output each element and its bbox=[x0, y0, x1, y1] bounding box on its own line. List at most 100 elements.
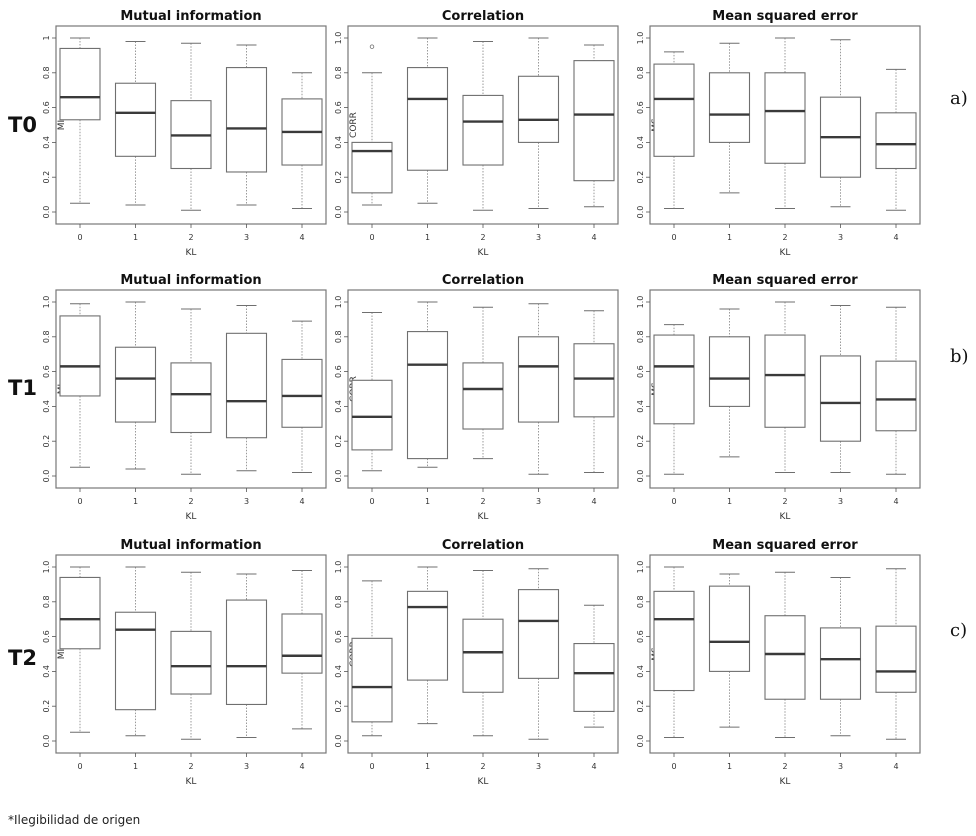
x-tick-label: 1 bbox=[425, 233, 430, 242]
box-kl-0 bbox=[653, 566, 695, 739]
x-tick-label: 0 bbox=[671, 233, 676, 242]
box-kl-3 bbox=[819, 39, 862, 208]
x-axis-label: KL bbox=[478, 512, 489, 522]
box-iqr bbox=[875, 360, 917, 432]
box-iqr bbox=[281, 613, 323, 674]
box-iqr bbox=[59, 47, 101, 121]
box-iqr bbox=[573, 343, 615, 418]
y-tick-label: 0.8 bbox=[636, 595, 645, 608]
box-kl-1 bbox=[406, 301, 449, 468]
box-iqr bbox=[59, 576, 101, 650]
box-iqr bbox=[170, 362, 212, 434]
x-tick-label: 4 bbox=[591, 497, 596, 506]
x-tick-label: 4 bbox=[299, 762, 304, 771]
x-tick-label: 4 bbox=[299, 233, 304, 242]
box-kl-2 bbox=[170, 571, 212, 740]
box-kl-3 bbox=[517, 568, 560, 740]
y-tick-label: 0.4 bbox=[334, 665, 343, 678]
y-tick-label: 0.8 bbox=[42, 66, 51, 79]
y-tick-label: 0.4 bbox=[636, 136, 645, 149]
x-tick-label: 0 bbox=[671, 497, 676, 506]
x-tick-label: 2 bbox=[480, 233, 485, 242]
x-axis-label: KL bbox=[478, 248, 489, 258]
x-tick-label: 3 bbox=[536, 497, 541, 506]
box-plot: Mutual information 0.0 0.2 0.4 0.6 0.8 1 MI 0 1 2 3… bbox=[42, 9, 327, 258]
box-kl-0 bbox=[653, 51, 695, 210]
box-iqr bbox=[573, 643, 615, 712]
box-iqr bbox=[653, 63, 695, 157]
chart-title: Mean squared error bbox=[712, 273, 858, 288]
box-kl-4 bbox=[573, 604, 615, 728]
y-tick-label: 0.2 bbox=[636, 700, 645, 713]
y-tick-label: 0.6 bbox=[636, 630, 645, 643]
y-tick-label: 0.0 bbox=[636, 470, 645, 483]
y-tick-label: 0.0 bbox=[42, 470, 51, 483]
x-tick-label: 1 bbox=[727, 497, 732, 506]
box-iqr bbox=[819, 627, 862, 700]
x-axis-label: KL bbox=[186, 512, 197, 522]
row-label-t2: T2 bbox=[8, 646, 37, 670]
y-tick-label: 0.4 bbox=[42, 400, 51, 413]
y-tick-label: 0.6 bbox=[636, 365, 645, 378]
y-tick-label: 0.2 bbox=[636, 435, 645, 448]
x-axis-label: KL bbox=[186, 248, 197, 258]
y-tick-label: 0.8 bbox=[334, 66, 343, 79]
row-tag-c: c) bbox=[950, 620, 968, 641]
row-label-t0: T0 bbox=[8, 113, 37, 137]
x-tick-label: 3 bbox=[536, 233, 541, 242]
box-iqr bbox=[708, 336, 751, 407]
y-tick-label: 0.6 bbox=[334, 101, 343, 114]
box-kl-4 bbox=[875, 306, 917, 475]
box-kl-4 bbox=[573, 44, 615, 208]
y-tick-label: 0.8 bbox=[334, 330, 343, 343]
box-kl-1 bbox=[708, 308, 751, 458]
x-tick-label: 0 bbox=[77, 233, 82, 242]
box-iqr bbox=[517, 75, 560, 143]
y-tick-label: 0.4 bbox=[334, 400, 343, 413]
box-plot: Mutual information 0.0 0.2 0.4 0.6 0.8 1.0 MI 0 1… bbox=[42, 538, 327, 787]
box-kl-4 bbox=[875, 68, 917, 211]
box-iqr bbox=[764, 334, 806, 428]
y-tick-label: 0.2 bbox=[334, 700, 343, 713]
box-iqr bbox=[281, 358, 323, 428]
y-tick-label: 0.8 bbox=[636, 66, 645, 79]
x-tick-label: 2 bbox=[480, 762, 485, 771]
box-kl-0 bbox=[59, 566, 101, 733]
y-tick-label: 0.8 bbox=[636, 330, 645, 343]
y-tick-label: 0.8 bbox=[42, 330, 51, 343]
box-kl-3 bbox=[225, 304, 268, 472]
x-tick-label: 1 bbox=[727, 233, 732, 242]
box-iqr bbox=[351, 637, 393, 723]
y-tick-label: 1.0 bbox=[334, 561, 343, 574]
box-iqr bbox=[225, 67, 268, 173]
x-tick-label: 4 bbox=[591, 233, 596, 242]
box-kl-4 bbox=[281, 72, 323, 210]
box-kl-2 bbox=[764, 37, 806, 210]
x-tick-label: 0 bbox=[671, 762, 676, 771]
y-tick-label: 0.4 bbox=[636, 400, 645, 413]
box-kl-0 bbox=[59, 303, 101, 468]
chart-title: Mutual information bbox=[120, 273, 261, 288]
x-tick-label: 1 bbox=[133, 497, 138, 506]
chart-title: Correlation bbox=[442, 538, 524, 553]
y-tick-label: 0.2 bbox=[42, 435, 51, 448]
box-kl-2 bbox=[462, 569, 504, 737]
box-kl-4 bbox=[281, 320, 323, 474]
y-tick-label: 0.2 bbox=[334, 171, 343, 184]
box-kl-0 bbox=[59, 37, 101, 204]
box-iqr bbox=[114, 611, 157, 711]
x-tick-label: 0 bbox=[77, 762, 82, 771]
box-plot: Mean squared error0.00.20.40.60.81.0MS01… bbox=[636, 538, 921, 787]
box-iqr bbox=[653, 590, 695, 692]
box-iqr bbox=[406, 331, 449, 460]
y-tick-label: 1 bbox=[42, 35, 51, 40]
y-tick-label: 0.4 bbox=[42, 136, 51, 149]
y-tick-label: 1.0 bbox=[42, 561, 51, 574]
chart-panel-t0-mi: Mutual information 0.0 0.2 0.4 0.6 0.8 1 MI 0 1 2 3… bbox=[42, 4, 340, 268]
box-iqr bbox=[819, 355, 862, 442]
box-kl-0 bbox=[351, 580, 393, 737]
x-axis-label: KL bbox=[780, 777, 791, 787]
